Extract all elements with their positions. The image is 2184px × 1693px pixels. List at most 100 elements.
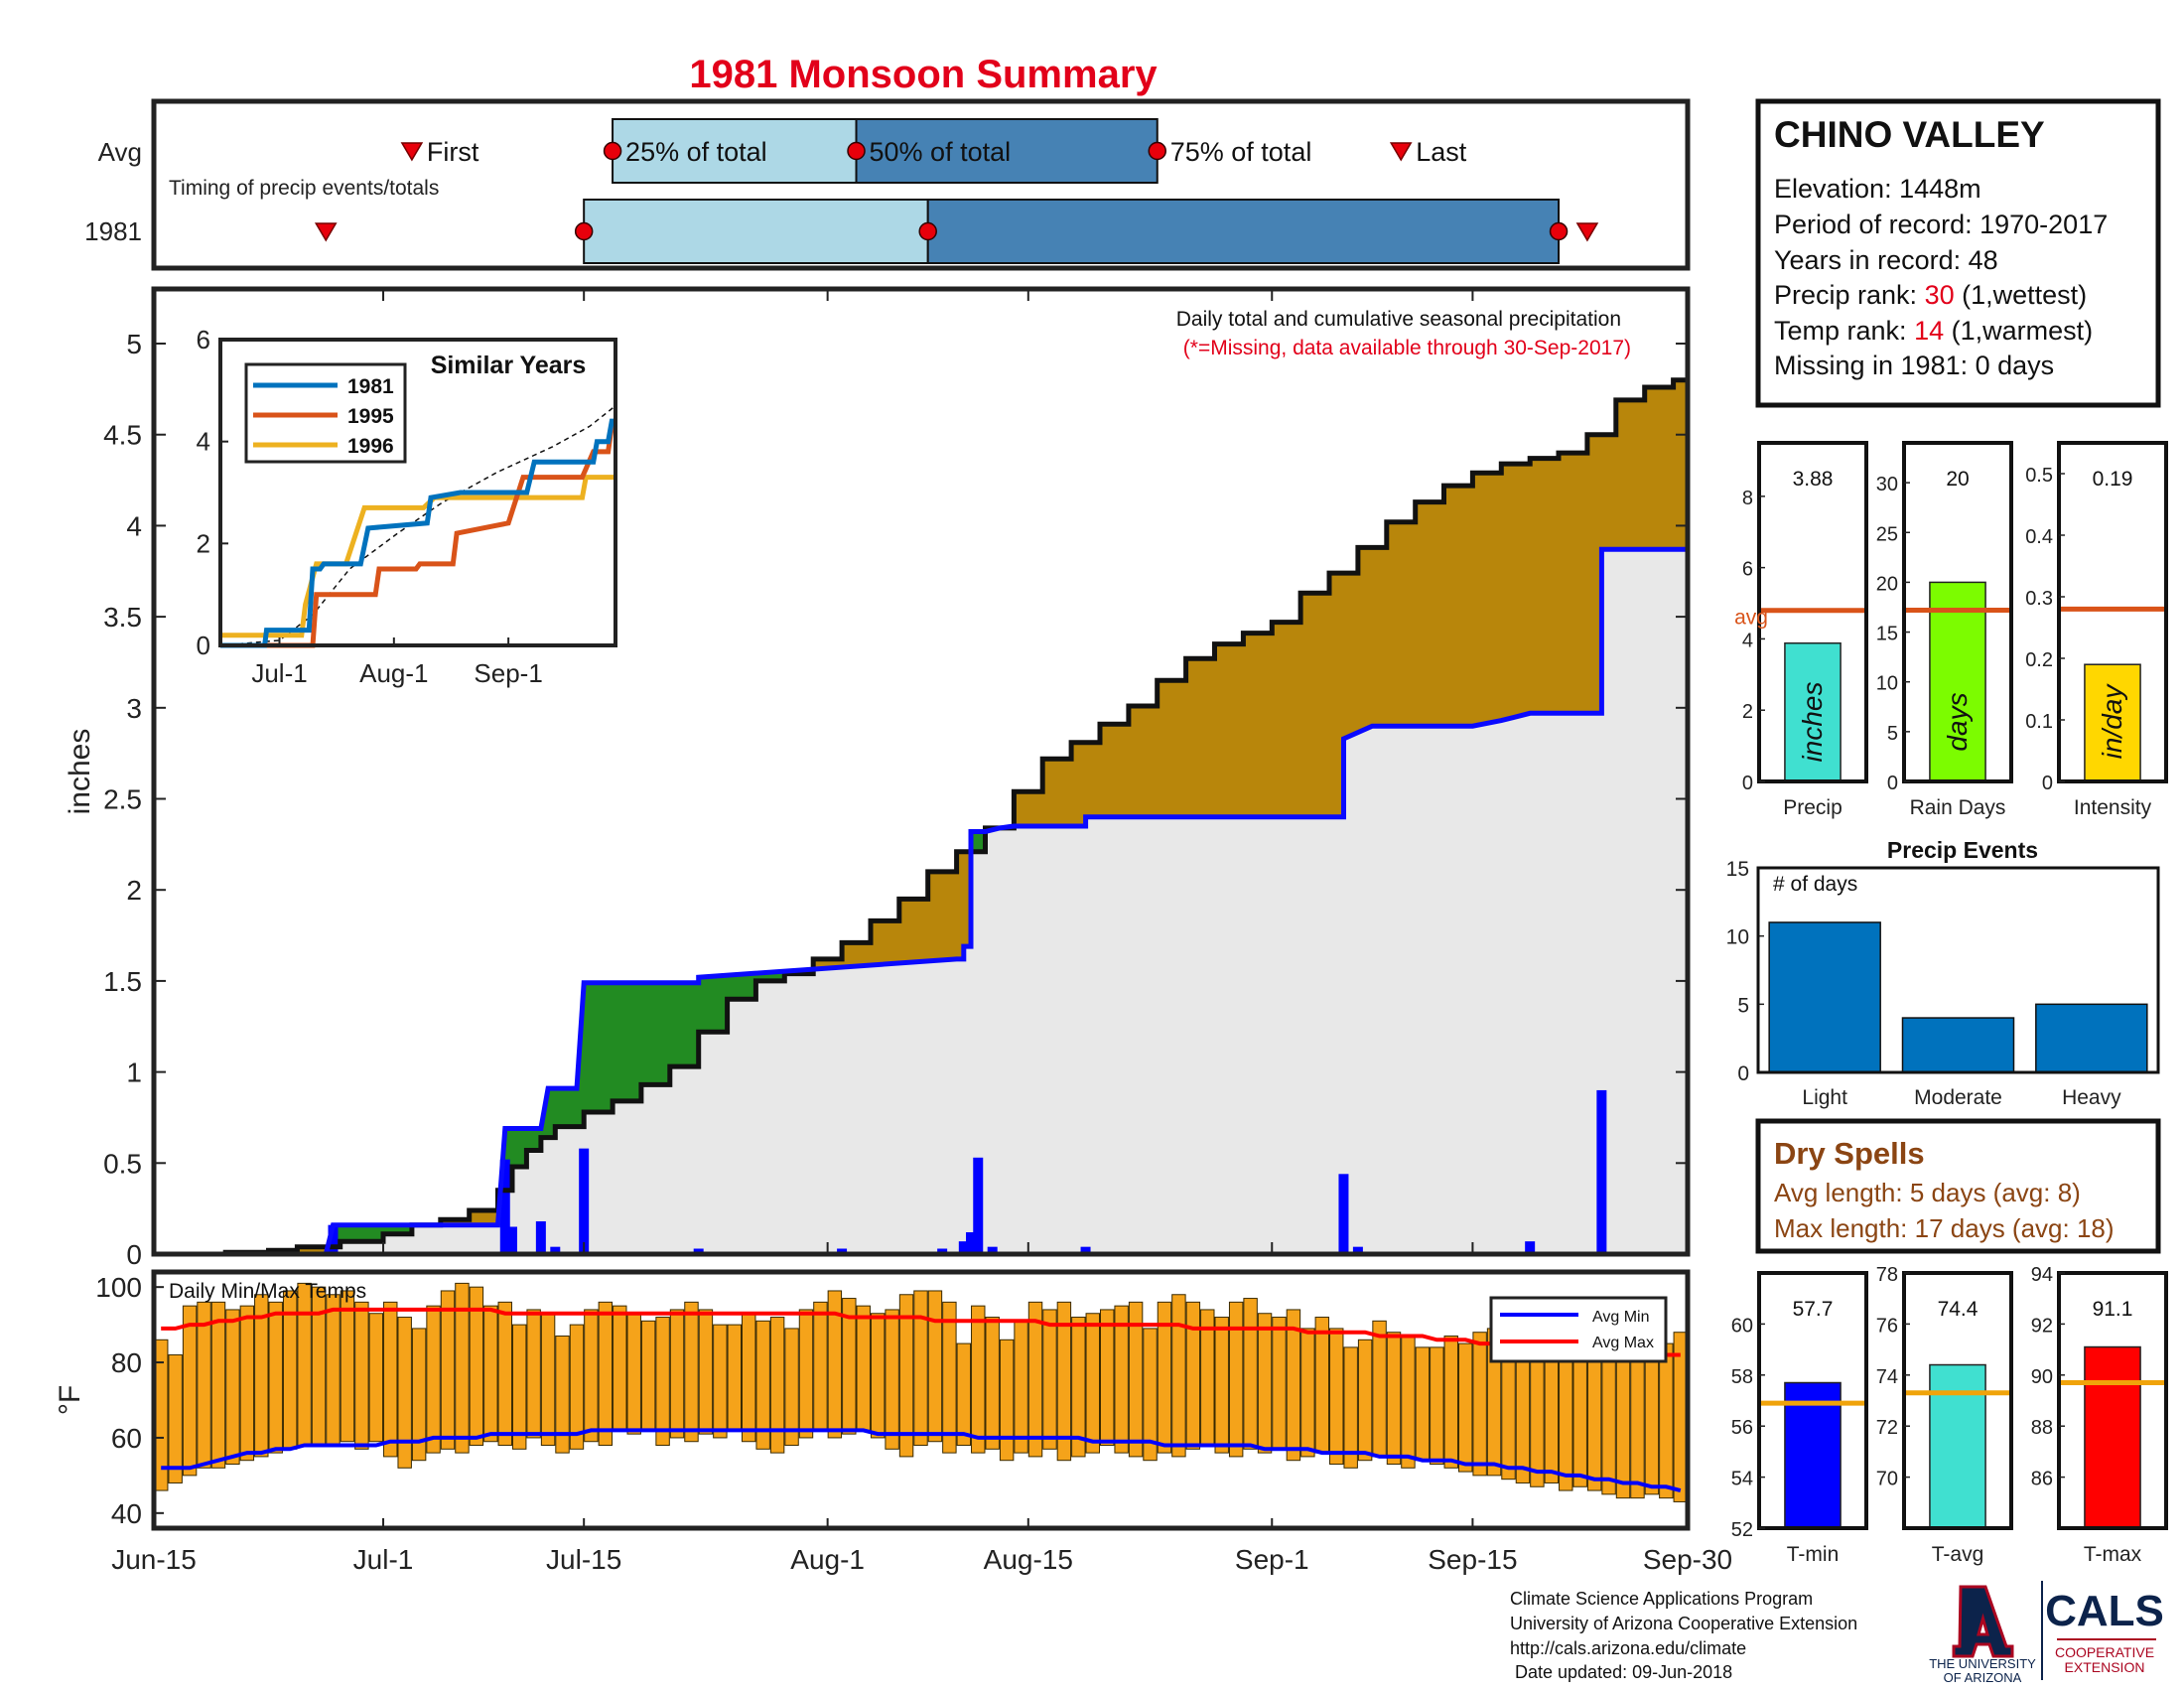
- inset-series-line-1981: [220, 418, 615, 648]
- dry-spells-box: Dry Spells Avg length: 5 days (avg: 8) M…: [1755, 1118, 2161, 1254]
- year-last-marker: [1575, 222, 1599, 242]
- daily-temp-range-bar: [1630, 1350, 1645, 1499]
- temp-y-tick-label: 80: [111, 1347, 142, 1378]
- panel-y-tick-label: 0.1: [2025, 711, 2053, 733]
- panel-frame: [2057, 1271, 2168, 1530]
- daily-temp-range-bar: [1443, 1336, 1458, 1469]
- daily-temp-range-bar: [784, 1328, 799, 1447]
- events-y-tick-label: 15: [1726, 858, 1749, 881]
- legend-avg-max: Avg Max: [1592, 1335, 1654, 1351]
- temps-ylabel: °F: [54, 1385, 86, 1415]
- daily-temp-range-bar: [626, 1313, 641, 1435]
- daily-precip-bar: [958, 1241, 969, 1254]
- avg-min-line: [161, 1428, 1682, 1493]
- panel-y-tick-label: 30: [1876, 474, 1898, 495]
- year-cumulative-line: [154, 546, 1688, 1257]
- daily-temp-range-bar: [197, 1301, 211, 1469]
- daily-temp-range-bar: [927, 1290, 943, 1443]
- panel-y-tick-label: 10: [1876, 673, 1898, 695]
- panel-category-label: T-max: [2084, 1543, 2142, 1566]
- main-chart-marks: [154, 376, 1691, 1257]
- avg-last-marker: [1389, 142, 1413, 162]
- daily-temp-range-bar: [540, 1313, 556, 1447]
- main-chart-axes: 0 0.5 1 1.5 2 2.5 3 3.5 4 4.5 5: [103, 289, 1689, 1270]
- y-tick-label: 1.5: [103, 966, 142, 997]
- y-tick-label: 5: [126, 329, 142, 359]
- panel-y-tick-label: 54: [1731, 1469, 1753, 1490]
- y-tick-label: 0.5: [103, 1148, 142, 1179]
- panel-bar-unit: inches: [1797, 682, 1828, 763]
- daily-temp-range-bar: [842, 1298, 857, 1435]
- panel-bar-unit: in/day: [2097, 683, 2127, 760]
- year-p25-marker: [574, 221, 594, 241]
- daily-temp-range-bar: [1300, 1328, 1315, 1458]
- daily-temp-range-bar: [999, 1339, 1015, 1462]
- daily-temp-range-bar: [1286, 1309, 1301, 1462]
- ua-line-2: OF ARIZONA: [1944, 1670, 2022, 1685]
- daily-temp-range-bar: [755, 1320, 770, 1450]
- daily-temp-range-bar: [1515, 1350, 1531, 1483]
- panel-y-tick-label: 92: [2031, 1315, 2053, 1337]
- daily-temp-range-bar: [182, 1305, 198, 1477]
- panel-avg-label: avg: [1734, 607, 1768, 630]
- daily-temp-range-bar: [254, 1294, 269, 1458]
- station-elevation: Elevation: 1448m: [1774, 174, 1981, 204]
- panel-bar: [1784, 1381, 1842, 1529]
- daily-temp-range-bar: [168, 1353, 183, 1483]
- panel-value-label: 57.7: [1793, 1298, 1834, 1321]
- daily-precip-bar: [966, 1231, 977, 1254]
- x-tick-label: Aug-15: [984, 1544, 1073, 1575]
- panel-value-label: 0.19: [2093, 468, 2133, 491]
- daily-temp-range-bar: [268, 1301, 283, 1454]
- daily-temp-range-bar: [956, 1342, 972, 1447]
- daily-precip-bar: [579, 1148, 590, 1254]
- panel-y-tick-label: 72: [1876, 1417, 1898, 1439]
- daily-temp-range-bar: [326, 1294, 341, 1447]
- daily-temp-range-bar: [239, 1305, 255, 1462]
- daily-temp-range-bar: [856, 1305, 871, 1431]
- daily-temp-range-bar: [340, 1290, 355, 1443]
- inset-x-tick-label: Aug-1: [359, 658, 428, 688]
- daily-temp-range-bar: [1042, 1309, 1057, 1450]
- main-chart-note: Daily total and cumulative seasonal prec…: [1176, 308, 1621, 331]
- x-tick-label: Sep-15: [1428, 1544, 1517, 1575]
- station-years: Years in record: 48: [1774, 245, 1998, 275]
- daily-temp-range-bar: [613, 1305, 627, 1431]
- daily-temp-range-bar: [598, 1301, 614, 1447]
- x-tick-label: Jul-15: [546, 1544, 621, 1575]
- x-tick-label: Jul-1: [353, 1544, 414, 1575]
- panel-y-tick-label: 94: [2031, 1264, 2053, 1286]
- daily-temp-range-bar: [354, 1301, 369, 1450]
- daily-temp-range-bar: [1401, 1336, 1416, 1469]
- cals-logo: CALS COOPERATIVE EXTENSION: [2045, 1587, 2164, 1675]
- below-average-area: [814, 851, 971, 969]
- y-tick-label: 3.5: [103, 602, 142, 633]
- daily-temp-range-bar: [1157, 1301, 1172, 1454]
- daily-temp-range-bar: [1314, 1317, 1330, 1454]
- panel-y-tick-label: 0.3: [2025, 588, 2053, 610]
- ua-line-1: THE UNIVERSITY: [1929, 1656, 2036, 1671]
- timing-panel: Avg 1981 Timing of precip events/totals …: [84, 98, 1691, 271]
- panel-y-tick-label: 15: [1876, 624, 1898, 645]
- panel-y-tick-label: 2: [1742, 701, 1753, 723]
- precip-event-category: Heavy: [2062, 1086, 2121, 1109]
- panel-value-label: 91.1: [2093, 1298, 2133, 1321]
- last-label: Last: [1416, 137, 1467, 167]
- temp-y-tick-label: 60: [111, 1423, 142, 1454]
- summary-panel-rain_days: days 20 0 5 10 15 20 25 30 Rain Days: [1876, 441, 2013, 819]
- station-name: CHINO VALLEY: [1774, 114, 2045, 155]
- daily-temp-range-bar: [684, 1301, 699, 1443]
- precip-event-bar: [1768, 921, 1881, 1073]
- base-fill-area: [154, 549, 1688, 1254]
- panel-y-tick-label: 0.5: [2025, 465, 2053, 487]
- y-tick-label: 3: [126, 693, 142, 724]
- daily-temp-range-bar: [455, 1282, 470, 1454]
- footer-line-1: Climate Science Applications Program: [1510, 1589, 1813, 1609]
- above-average-area: [972, 831, 986, 852]
- summary-panel-t_max: 91.1 86 88 90 92 94 T-max: [2031, 1264, 2168, 1566]
- inset-y-tick-label: 4: [197, 427, 210, 457]
- panel-frame: [1757, 1271, 1868, 1530]
- daily-precip-bar: [550, 1246, 561, 1254]
- panel-bar: [1929, 1363, 1986, 1529]
